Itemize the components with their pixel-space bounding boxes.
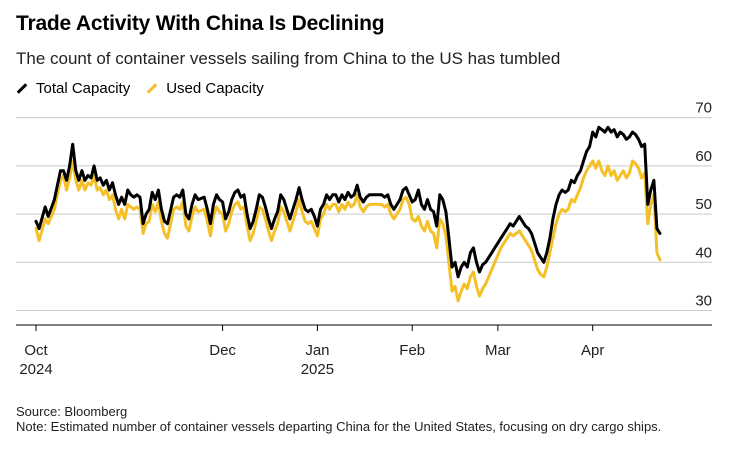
legend-item-total: Total Capacity [16,80,130,97]
x-tick-label-oct: Oct [24,342,48,359]
x-tick-year-2024: 2024 [19,361,52,378]
legend-item-used: Used Capacity [146,80,264,97]
series-line-used-capacity [34,159,662,303]
y-tick-label-60: 60 [695,148,712,165]
legend-label-used: Used Capacity [166,80,264,97]
chart-footer: Source: Bloomberg Note: Estimated number… [16,404,726,434]
series-line-total-capacity [34,125,662,279]
x-tick-label-jan: Jan [305,342,329,359]
y-tick-label-70: 70 [695,100,712,117]
legend: Total Capacity Used Capacity [16,80,280,97]
chart-subtitle: The count of container vessels sailing f… [16,49,561,68]
legend-label-total: Total Capacity [36,80,131,97]
x-tick-label-dec: Dec [209,342,236,359]
x-tick-label-mar: Mar [485,342,511,359]
methodology-note: Note: Estimated number of container vess… [16,419,662,434]
y-tick-label-50: 50 [695,196,712,213]
x-tick-year-2025: 2025 [301,361,334,378]
y-tick-label-40: 40 [695,244,712,261]
chart-title: Trade Activity With China Is Declining [16,12,385,35]
x-tick-label-feb: Feb [399,342,425,359]
x-tick-label-apr: Apr [581,342,604,359]
y-tick-label-30: 30 [695,293,712,310]
chart-plot: 30 40 50 60 70 Oct 2024 Dec Jan 2025 Feb Mar Apr [16,100,712,378]
source-note: Source: Bloomberg [16,404,128,419]
